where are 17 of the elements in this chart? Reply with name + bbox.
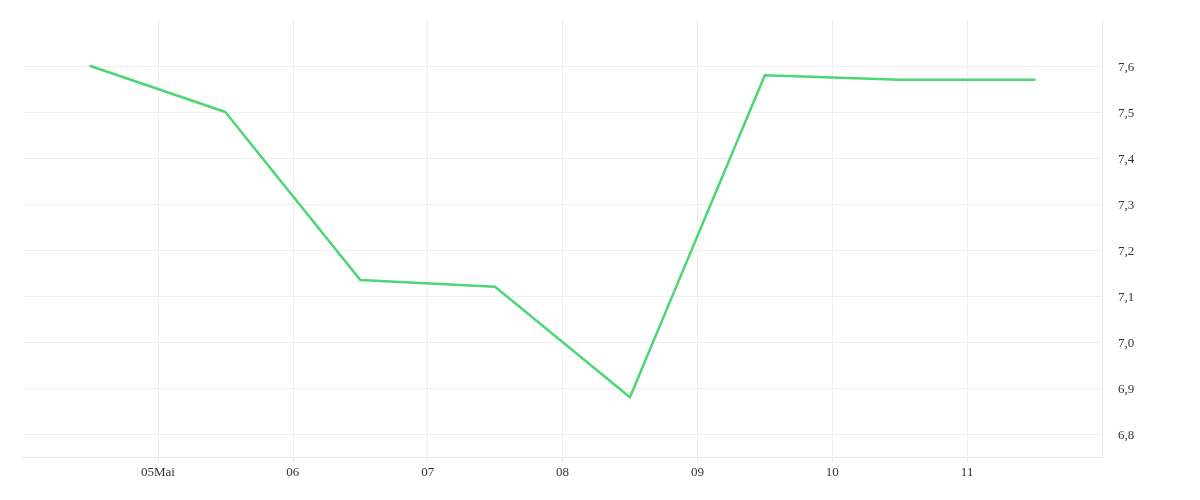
- y-tick-label: 7,6: [1118, 58, 1135, 74]
- y-tick-label: 7,2: [1118, 242, 1135, 258]
- x-tick-label: 07: [421, 464, 435, 479]
- y-tick-label: 6,9: [1118, 380, 1135, 396]
- y-tick-label: 7,3: [1118, 196, 1135, 212]
- line-series: [89, 64, 1036, 399]
- y-tick-label: 7,4: [1118, 150, 1135, 166]
- y-tick-label: 6,8: [1118, 426, 1135, 442]
- x-tick-label: 08: [556, 464, 569, 479]
- y-tick-label: 7,0: [1118, 334, 1135, 350]
- x-tick-label: 10: [825, 464, 839, 479]
- x-tick-label: 05Mai: [140, 464, 176, 479]
- x-tick-label: 06: [286, 464, 300, 479]
- x-tick-label: 09: [690, 464, 704, 479]
- x-tick-label: 11: [960, 464, 974, 479]
- y-tick-label: 7,1: [1118, 288, 1135, 304]
- y-tick-label: 7,5: [1118, 104, 1135, 120]
